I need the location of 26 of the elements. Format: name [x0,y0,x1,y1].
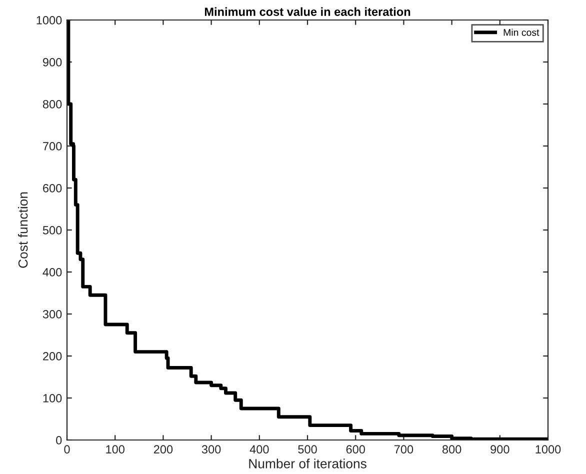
x-tick-label: 200 [154,445,173,454]
y-tick-label: 100 [43,394,62,402]
x-tick-label: 900 [490,445,510,454]
legend-label: Min cost [504,28,540,36]
y-axis-title: Cost function [18,192,28,268]
y-tick-label: 400 [42,268,62,276]
y-tick-label: 600 [43,184,62,192]
y-tick-label: 700 [43,142,62,150]
x-tick-label: 400 [250,445,269,454]
y-tick-label: 500 [42,226,62,234]
x-tick-label: 500 [298,445,317,454]
x-axis-title: Number of iterations [249,458,366,468]
y-tick-label: 1000 [36,16,62,24]
y-tick-label: 0 [56,436,62,444]
x-tick-label: 300 [202,445,221,454]
x-tick-label: 600 [346,445,365,454]
x-tick-label: 0 [64,445,70,454]
x-tick-label: 100 [106,445,124,454]
y-tick-label: 200 [43,352,62,360]
y-tick-label: 300 [42,310,62,318]
y-tick-label: 900 [42,58,62,66]
chart-title: Minimum cost value in each iteration [204,7,410,16]
y-tick-label: 800 [42,100,62,108]
x-tick-label: 1000 [536,445,561,454]
x-tick-label: 700 [394,445,414,454]
x-tick-label: 800 [442,445,462,454]
